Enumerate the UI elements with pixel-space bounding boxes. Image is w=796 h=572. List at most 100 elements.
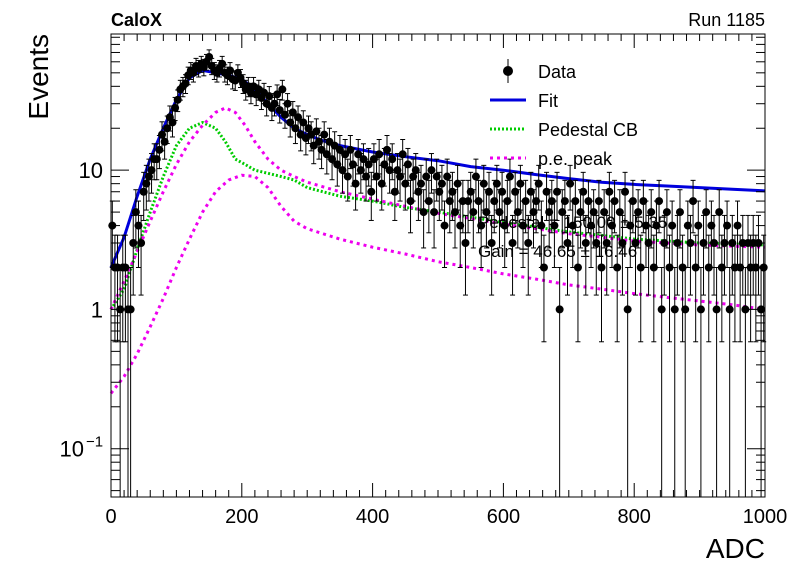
- data-marker: [328, 155, 337, 164]
- data-marker: [639, 197, 648, 206]
- data-point: [613, 234, 622, 343]
- legend-marker: [503, 66, 513, 76]
- data-marker: [144, 172, 153, 181]
- data-marker: [314, 137, 323, 146]
- data-marker: [396, 172, 405, 181]
- data-marker: [356, 166, 365, 175]
- data-marker: [372, 172, 381, 181]
- data-marker: [134, 221, 143, 230]
- data-marker: [435, 187, 444, 196]
- y-tick-label: 1: [91, 297, 103, 322]
- data-point: [631, 214, 640, 296]
- data-point: [579, 171, 588, 221]
- data-point: [388, 143, 397, 181]
- data-marker: [479, 179, 488, 188]
- data-marker: [341, 150, 350, 159]
- data-marker: [346, 145, 355, 154]
- y-axis-label: Events: [23, 34, 54, 120]
- data-marker: [419, 208, 428, 217]
- data-marker: [278, 85, 287, 94]
- data-point: [435, 171, 444, 221]
- data-point: [320, 121, 329, 152]
- data-marker: [644, 238, 653, 247]
- data-point: [437, 164, 446, 211]
- data-marker: [362, 172, 371, 181]
- data-point: [288, 101, 297, 127]
- data-marker: [291, 124, 300, 133]
- data-point: [647, 189, 656, 249]
- data-marker: [139, 187, 148, 196]
- data-marker: [613, 263, 622, 272]
- data-marker: [461, 238, 470, 247]
- data-marker: [626, 221, 635, 230]
- data-marker: [456, 221, 465, 230]
- data-points-layer: [108, 49, 768, 498]
- data-marker: [589, 208, 598, 217]
- data-point: [335, 134, 344, 170]
- data-marker: [553, 187, 562, 196]
- data-point: [479, 164, 488, 211]
- data-marker: [403, 160, 412, 169]
- data-point: [409, 158, 418, 202]
- data-marker: [621, 187, 630, 196]
- data-marker: [579, 187, 588, 196]
- run-label: Run 1185: [688, 10, 765, 30]
- data-point: [137, 214, 146, 296]
- data-marker: [720, 238, 729, 247]
- data-marker: [218, 59, 227, 68]
- data-marker: [717, 263, 726, 272]
- data-point: [524, 214, 533, 296]
- data-point: [655, 179, 664, 234]
- data-marker: [691, 263, 700, 272]
- data-marker: [155, 145, 164, 154]
- data-point: [521, 179, 530, 234]
- data-point: [707, 200, 716, 269]
- data-point: [534, 164, 543, 211]
- data-point: [328, 143, 337, 181]
- data-marker: [427, 166, 436, 175]
- data-marker: [482, 208, 491, 217]
- data-marker: [539, 263, 548, 272]
- data-marker: [623, 305, 632, 314]
- data-marker: [712, 305, 721, 314]
- data-point: [273, 84, 282, 107]
- data-point: [751, 234, 760, 343]
- data-marker: [521, 197, 530, 206]
- data-marker: [725, 305, 734, 314]
- data-marker: [453, 179, 462, 188]
- data-point: [709, 214, 718, 296]
- data-marker: [265, 92, 274, 101]
- data-marker: [333, 160, 342, 169]
- data-marker: [550, 221, 559, 230]
- data-marker: [416, 179, 425, 188]
- legend-entry: Data: [503, 59, 577, 83]
- legend: Data Fit Pedestal CB p.e. peak: [490, 59, 638, 169]
- data-marker: [618, 238, 627, 247]
- data-point: [555, 267, 564, 498]
- data-marker: [733, 221, 742, 230]
- data-point: [594, 179, 603, 234]
- data-marker: [393, 166, 402, 175]
- legend-label: Fit: [538, 91, 558, 111]
- data-marker: [320, 130, 329, 139]
- x-tick-label: 800: [618, 506, 651, 528]
- data-point: [126, 267, 135, 498]
- data-marker: [500, 221, 509, 230]
- data-point: [158, 121, 167, 152]
- data-marker: [670, 305, 679, 314]
- data-point: [563, 214, 572, 296]
- data-marker: [628, 197, 637, 206]
- data-point: [406, 179, 415, 234]
- x-tick-label: 600: [487, 506, 520, 528]
- data-marker: [704, 263, 713, 272]
- data-marker: [524, 238, 533, 247]
- data-point: [278, 79, 287, 101]
- data-point: [505, 158, 514, 202]
- data-marker: [576, 208, 585, 217]
- data-marker: [683, 221, 692, 230]
- y-tick-label: 10: [79, 158, 103, 183]
- data-marker: [660, 238, 669, 247]
- data-marker: [652, 221, 661, 230]
- data-marker: [464, 197, 473, 206]
